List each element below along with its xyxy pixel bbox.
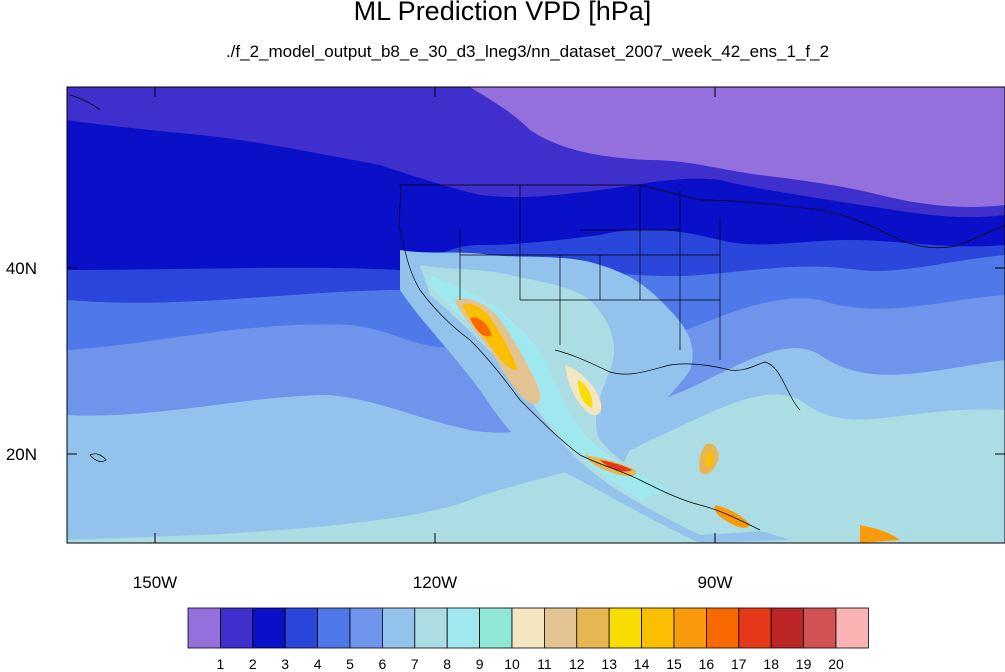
colorbar-swatch [608, 607, 643, 649]
colorbar-swatch [770, 607, 805, 649]
colorbar-swatch [446, 607, 481, 649]
map-subtitle: ./f_2_model_output_b8_e_30_d3_lneg3/nn_d… [225, 42, 830, 61]
lat-label-40n: 40N [6, 259, 37, 278]
colorbar-label: 15 [666, 656, 682, 672]
colorbar-label: 18 [763, 656, 779, 672]
colorbar-label: 13 [601, 656, 617, 672]
colorbar-label: 11 [537, 656, 552, 672]
colorbar-label: 3 [281, 656, 289, 672]
colorbar-swatch [738, 607, 772, 649]
colorbar-label: 8 [443, 656, 451, 672]
colorbar-swatch [673, 607, 707, 649]
axis-ticks [67, 87, 1005, 543]
colorbar-label: 1 [217, 656, 225, 672]
colorbar-label: 4 [314, 656, 322, 672]
colorbar-swatch [187, 607, 221, 649]
colorbar-swatch [641, 607, 675, 649]
colorbar-swatch [803, 607, 837, 649]
colorbar-labels: 1 2 3 4 5 6 7 8 9 10 11 12 13 14 15 16 17 18 19 20 [217, 656, 844, 672]
colorbar-swatch [317, 607, 351, 649]
colorbar-label: 17 [731, 656, 747, 672]
lon-label-90w: 90W [698, 573, 733, 592]
colorbar-label: 19 [796, 656, 812, 672]
colorbar-swatch [252, 607, 286, 649]
colorbar [187, 607, 869, 649]
lon-label-150w: 150W [133, 573, 177, 592]
colorbar-label: 10 [504, 656, 520, 672]
colorbar-label: 12 [569, 656, 585, 672]
colorbar-swatch [706, 607, 740, 649]
colorbar-label: 16 [699, 656, 715, 672]
colorbar-swatch [511, 607, 545, 649]
colorbar-label: 14 [634, 656, 650, 672]
lon-label-120w: 120W [413, 573, 457, 592]
colorbar-swatch [219, 607, 254, 649]
colorbar-swatch [284, 607, 319, 649]
colorbar-swatch [835, 607, 869, 649]
lat-label-20n: 20N [6, 445, 37, 464]
colorbar-label: 20 [828, 656, 844, 672]
colorbar-swatch [544, 607, 578, 649]
colorbar-swatch [381, 607, 416, 649]
colorbar-swatch [576, 607, 610, 649]
coastline-borders [69, 94, 1005, 531]
colorbar-label: 7 [411, 656, 419, 672]
vpd-contour-field [67, 87, 1005, 543]
colorbar-swatch [414, 607, 448, 649]
colorbar-label: 9 [476, 656, 484, 672]
map-frame [66, 86, 1005, 544]
colorbar-label: 6 [379, 656, 387, 672]
colorbar-swatch [349, 607, 383, 649]
colorbar-label: 2 [249, 656, 257, 672]
colorbar-swatch [479, 607, 513, 649]
colorbar-label: 5 [346, 656, 354, 672]
map-title: ML Prediction VPD [hPa] [353, 0, 652, 26]
